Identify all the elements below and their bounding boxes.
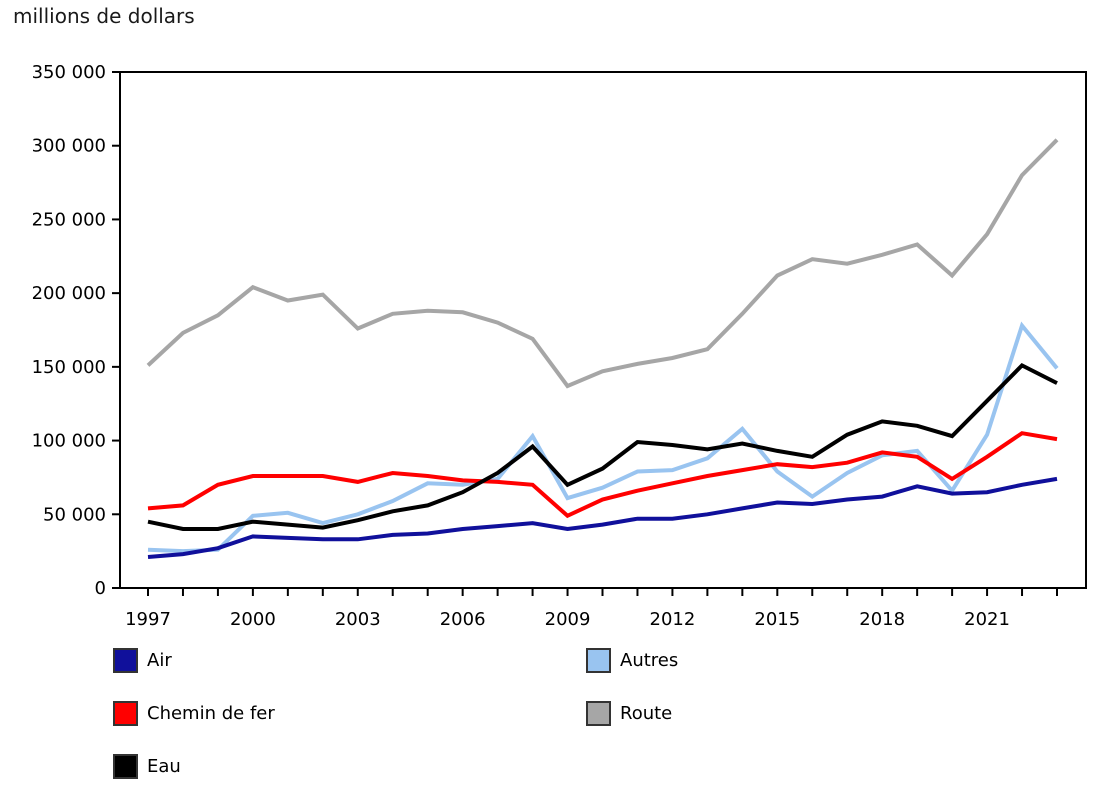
x-axis-label: 2021 [964,609,1010,630]
series-line-air [147,476,1058,559]
legend-label: Air [147,650,172,671]
legend-item-eau: Eau [113,754,275,779]
y-axis-label: 200 000 [32,283,106,304]
series-line-route [146,138,1059,389]
legend-item-chemin-de-fer: Chemin de fer [113,701,275,726]
legend-item-air: Air [113,648,275,673]
legend-swatch-icon [113,754,138,779]
chart-title: millions de dollars [13,4,195,28]
x-axis-label: 1997 [125,609,171,630]
x-axis-label: 2006 [440,609,486,630]
y-axis-label: 50 000 [43,504,106,525]
legend-swatch-icon [113,648,138,673]
y-axis-label: 300 000 [32,136,106,157]
plot-border [119,71,1087,589]
legend-swatch-icon [586,701,611,726]
legend-column-1: Air Chemin de fer Eau [113,648,275,800]
y-axis-label: 150 000 [32,357,106,378]
legend-item-autres: Autres [586,648,678,673]
series-line-eau [147,362,1058,531]
y-axis-label: 350 000 [32,62,106,83]
series-line-autres [147,321,1059,554]
x-axis-label: 2012 [650,609,696,630]
y-axis-label: 250 000 [32,209,106,230]
x-axis-label: 2000 [230,609,276,630]
y-axis-label: 100 000 [32,431,106,452]
x-axis-label: 2015 [754,609,800,630]
line-chart: 0 50 000 100 000 150 000 200 000 250 000 300 0… [32,62,1087,630]
legend-column-2: Autres Route [586,648,678,754]
series-line-chemin-de-fer [147,431,1058,519]
legend-label: Eau [147,756,181,777]
legend-label: Chemin de fer [147,703,275,724]
legend-swatch-icon [586,648,611,673]
legend-label: Autres [620,650,679,671]
legend-label: Route [620,703,673,724]
y-axis-label: 0 [95,578,106,599]
x-axis-label: 2003 [335,609,381,630]
legend-item-route: Route [586,701,678,726]
x-axis-label: 2018 [859,609,905,630]
x-axis-label: 2009 [545,609,591,630]
legend-swatch-icon [113,701,138,726]
